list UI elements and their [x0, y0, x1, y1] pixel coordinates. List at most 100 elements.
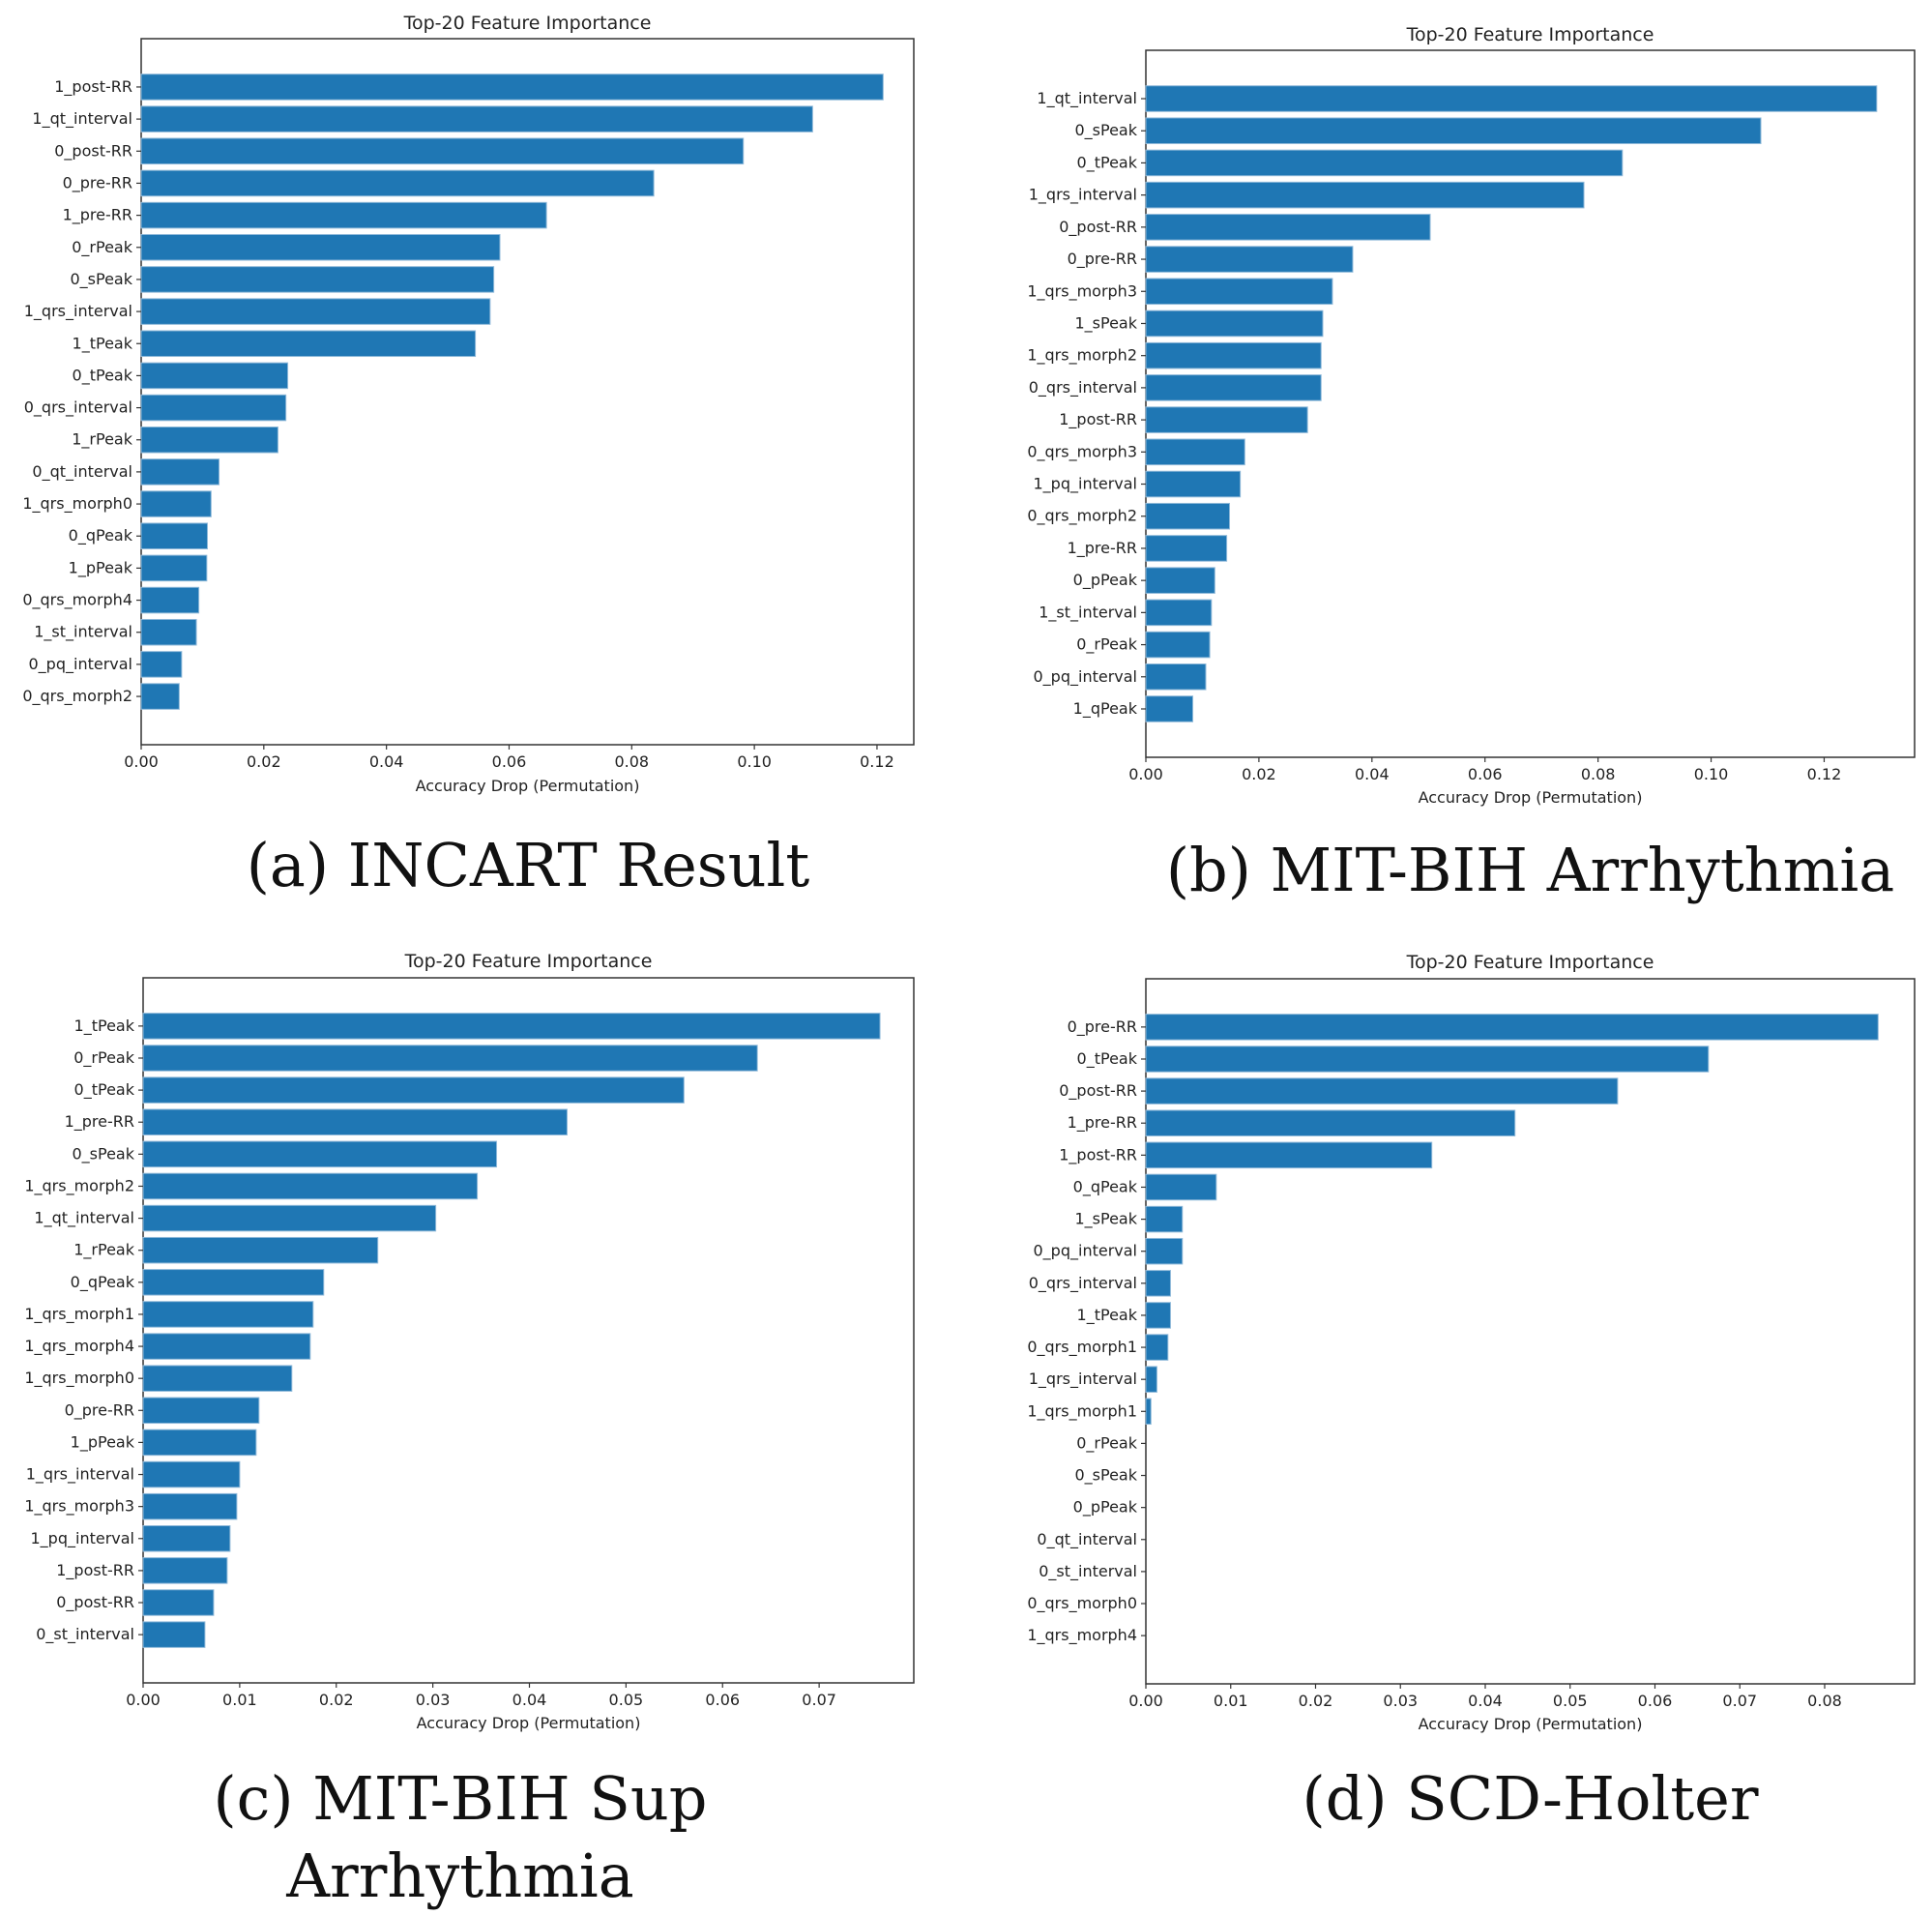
bar [142, 1589, 215, 1616]
x-tick-label: 0.02 [1299, 1692, 1333, 1710]
chart-b: Top-20 Feature Importance 1_qt_interval 0_… [1027, 24, 1916, 807]
bar [142, 1333, 311, 1360]
bar [142, 1365, 293, 1392]
chart-panel-d: Top-20 Feature Importance 0_pre-RR 0_tPeak… [967, 938, 1932, 1905]
bar [142, 1236, 379, 1264]
x-tick-label: 0.10 [1694, 765, 1729, 783]
x-tick-label: 0.07 [1722, 1692, 1757, 1710]
chart-d: Top-20 Feature Importance 0_pre-RR 0_tPeak… [1027, 952, 1916, 1733]
y-tick-label: 1_post-RR [1059, 1145, 1137, 1164]
bar [142, 1492, 238, 1520]
bar [140, 105, 813, 133]
y-tick-label: 1_pq_interval [1034, 475, 1138, 494]
x-tick-label: 0.03 [416, 1691, 451, 1709]
bar [1145, 406, 1308, 433]
x-tick-label: 0.06 [1468, 765, 1503, 783]
y-tick-label: 0_post-RR [1059, 1081, 1137, 1101]
y-tick-label: 1_pre-RR [1068, 539, 1137, 558]
bar [1145, 438, 1245, 466]
x-axis-label: Accuracy Drop (Permutation) [417, 1714, 641, 1732]
bar [1145, 470, 1242, 498]
bar [1145, 1237, 1184, 1265]
bar [1145, 1398, 1152, 1426]
plot-frame [1145, 978, 1916, 1685]
plot-frame [142, 977, 915, 1684]
bar [140, 169, 655, 197]
y-tick-label: 1_qrs_morph2 [24, 1176, 134, 1195]
bar [1145, 214, 1431, 241]
y-tick-label: 1_qrs_morph0 [22, 494, 132, 514]
bar [1145, 1205, 1184, 1233]
x-tick-label: 0.05 [609, 1691, 644, 1709]
chart-title: Top-20 Feature Importance [404, 951, 653, 972]
x-tick-label: 0.07 [802, 1691, 836, 1709]
y-tick-label: 1_qt_interval [1037, 89, 1137, 108]
x-tick-label: 0.05 [1553, 1692, 1588, 1710]
y-tick-label: 1_tPeak [74, 1016, 135, 1036]
bar [140, 426, 278, 454]
bar [1145, 1046, 1710, 1073]
y-tick-label: 0_qrs_morph4 [22, 591, 132, 610]
y-tick-label: 0_rPeak [1076, 635, 1137, 655]
y-tick-label: 1_qrs_morph3 [1027, 281, 1137, 301]
y-tick-label: 0_post-RR [54, 141, 132, 161]
bar [1145, 246, 1354, 273]
bar [140, 233, 501, 261]
x-tick-label: 0.00 [126, 1691, 161, 1709]
bar [140, 554, 208, 582]
bar [1145, 1302, 1171, 1329]
bar [1145, 1270, 1171, 1297]
y-tick-label: 0_qrs_interval [24, 398, 132, 418]
y-tick-label: 1_post-RR [56, 1561, 134, 1580]
y-tick-label: 1_sPeak [1074, 313, 1137, 333]
bar [140, 266, 495, 293]
y-tick-label: 0_post-RR [56, 1593, 134, 1612]
y-tick-label: 1_post-RR [54, 77, 132, 97]
y-tick-label: 1_qrs_morph3 [24, 1497, 134, 1517]
bar [1145, 309, 1324, 338]
x-axis-label: Accuracy Drop (Permutation) [1419, 788, 1643, 807]
chart-panel-c: Top-20 Feature Importance 1_tPeak 0_rPeak 0… [0, 938, 928, 1911]
bar [142, 1076, 685, 1104]
bar [140, 586, 200, 614]
bar [1145, 502, 1231, 530]
bar [140, 683, 180, 710]
y-tick-label: 0_sPeak [70, 270, 132, 289]
chart-title: Top-20 Feature Importance [1406, 952, 1654, 973]
y-tick-label: 0_tPeak [73, 366, 133, 385]
bar [140, 330, 477, 358]
x-tick-label: 0.02 [1242, 765, 1276, 783]
bar [1145, 1141, 1433, 1169]
y-tick-label: 0_sPeak [1074, 121, 1137, 140]
y-tick-label: 0_rPeak [72, 238, 132, 257]
y-tick-label: 1_qrs_interval [24, 302, 132, 321]
bar [140, 618, 197, 646]
x-tick-label: 0.01 [222, 1691, 257, 1709]
x-tick-label: 0.06 [492, 752, 527, 771]
x-tick-label: 0.00 [1128, 1692, 1163, 1710]
y-tick-label: 0_rPeak [73, 1048, 134, 1068]
bar [142, 1525, 231, 1552]
x-tick-label: 0.06 [705, 1691, 740, 1709]
x-tick-label: 0.00 [124, 752, 159, 771]
y-tick-label: 1_pPeak [71, 1432, 135, 1452]
bar [1145, 181, 1585, 209]
y-tick-label: 0_qPeak [69, 526, 133, 545]
x-tick-label: 0.04 [1355, 765, 1390, 783]
y-tick-label: 0_post-RR [1059, 218, 1137, 237]
bar [1145, 117, 1762, 145]
y-tick-label: 0_qt_interval [32, 462, 132, 482]
y-tick-label: 0_qrs_morph0 [1027, 1594, 1137, 1613]
bar [142, 1108, 568, 1135]
y-tick-label: 1_rPeak [73, 1241, 134, 1260]
y-tick-label: 0_tPeak [1077, 1049, 1138, 1069]
bar [1145, 85, 1878, 112]
y-tick-label: 1_qt_interval [34, 1209, 134, 1228]
chart-title: Top-20 Feature Importance [403, 13, 652, 34]
y-tick-label: 1_pre-RR [1068, 1113, 1137, 1133]
bar [1145, 149, 1624, 177]
y-tick-label: 0_pre-RR [63, 173, 132, 192]
chart-c: Top-20 Feature Importance 1_tPeak 0_rPeak 0… [24, 951, 915, 1732]
y-tick-label: 1_qrs_morph0 [24, 1369, 134, 1388]
y-tick-label: 0_sPeak [72, 1144, 134, 1164]
